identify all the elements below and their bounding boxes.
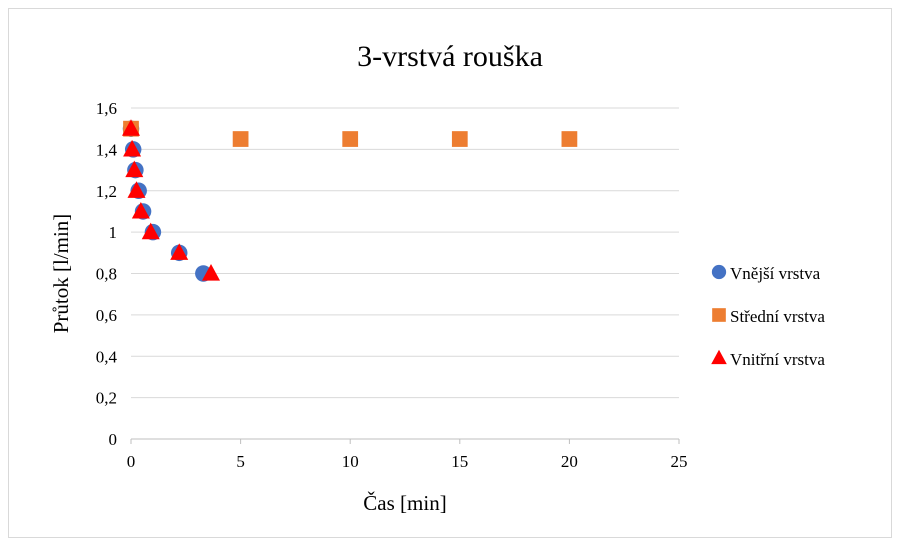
x-tick-label: 25 [671,452,688,471]
data-point [342,131,359,147]
axes: 0 0,2 0,4 0,6 0,8 1 1,2 1,4 1,6 0 5 10 15 20 25 [96,99,688,471]
data-point [123,139,142,157]
y-tick-label: 0,6 [96,306,117,325]
chart-title: 3-vrstvá rouška [357,40,543,73]
series-2 [123,120,578,147]
data-point [127,181,146,198]
series-1 [122,120,212,282]
legend-item: Vnitřní vrstva [711,349,825,369]
series-3 [122,119,221,281]
legend-item: Vnější vrstva [711,264,821,283]
data-point [125,160,144,178]
legend-marker [711,264,727,280]
y-tick-label: 0 [109,430,118,449]
y-tick-label: 1,2 [96,182,117,201]
y-tick-label: 0,2 [96,389,117,408]
y-tick-label: 0,8 [96,265,117,284]
legend-label: Vnější vrstva [730,264,821,283]
y-tick-label: 1,4 [96,140,118,159]
data-point [122,119,140,136]
data-point [202,264,221,281]
legend-marker [712,308,726,322]
legend-marker [711,349,727,365]
data-point [451,131,468,147]
x-tick-label: 20 [561,452,578,471]
legend-label: Střední vrstva [730,307,825,326]
gridlines [131,107,679,399]
legend: Vnější vrstva Střední vrstva Vnitřní vrstv… [711,264,825,369]
x-tick-label: 5 [236,452,245,471]
legend-item: Střední vrstva [712,307,825,326]
y-axis-label: Průtok [l/min] [49,214,73,334]
x-tick-label: 15 [451,452,468,471]
data-points [122,119,578,282]
data-point [170,243,189,260]
data-point [131,201,150,219]
y-tick-label: 1,6 [96,99,117,118]
y-tick-label: 1 [109,223,118,242]
x-tick-label: 0 [127,452,136,471]
x-axis-label: Čas [min] [363,491,446,515]
data-point [141,222,160,240]
y-tick-label: 0,4 [96,347,118,366]
x-tick-label: 10 [342,452,359,471]
legend-label: Vnitřní vrstva [730,350,825,369]
data-point [232,131,249,147]
data-point [561,131,578,147]
